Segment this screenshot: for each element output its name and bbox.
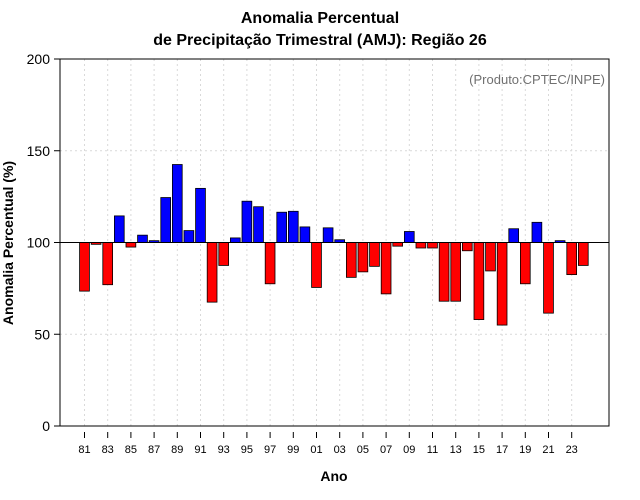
x-tick-label: 19 <box>519 444 531 456</box>
x-axis-label: Ano <box>320 468 347 484</box>
bar-2023 <box>566 242 577 276</box>
x-tick-label: 05 <box>357 444 369 456</box>
bar-1996 <box>253 206 264 243</box>
x-tick-label: 97 <box>264 444 276 456</box>
bar-1981 <box>79 242 90 292</box>
bar-2010 <box>415 242 427 249</box>
y-tick-label: 150 <box>27 143 51 159</box>
bars-layer <box>79 164 589 326</box>
bar-2024 <box>578 242 589 266</box>
bar-1985 <box>125 242 137 248</box>
bar-2015 <box>473 242 485 320</box>
bar-2021 <box>543 242 554 314</box>
x-tick-label: 07 <box>380 444 392 456</box>
bar-2013 <box>450 242 461 302</box>
bar-2014 <box>461 242 473 252</box>
bar-1999 <box>287 210 299 243</box>
bar-2012 <box>438 242 450 302</box>
x-tick-label: 23 <box>566 444 578 456</box>
chart-title: Anomalia Percentual <box>240 10 400 27</box>
x-tick-label: 03 <box>334 444 346 456</box>
axis-layer: 0 50 100 150 200 81 83 85 87 89 91 93 95 97 99 01 03 05 07… <box>27 51 610 456</box>
x-tick-label: 89 <box>171 444 183 456</box>
bar-1986 <box>137 234 148 243</box>
bar-1983 <box>102 242 114 286</box>
grid-layer <box>60 59 609 426</box>
bar-2007 <box>380 242 392 295</box>
credit-label: (Produto:CPTEC/INPE) <box>469 72 605 87</box>
bar-2001 <box>311 242 322 288</box>
bar-1994 <box>229 237 241 243</box>
bar-1993 <box>218 242 230 266</box>
bar-2005 <box>357 242 369 273</box>
bar-2016 <box>485 242 496 272</box>
x-tick-label: 99 <box>287 444 299 456</box>
y-axis-label: Anomalia Percentual (%) <box>0 161 16 325</box>
y-tick-label: 50 <box>34 326 50 342</box>
bar-1989 <box>171 164 183 243</box>
x-tick-label: 09 <box>403 444 415 456</box>
bar-2011 <box>427 242 438 249</box>
bar-1990 <box>183 230 195 243</box>
x-tick-label: 83 <box>102 444 114 456</box>
x-tick-label: 13 <box>450 444 462 456</box>
bar-1992 <box>206 242 218 303</box>
bar-2006 <box>369 242 380 267</box>
y-tick-label: 100 <box>27 235 51 251</box>
y-tick-label: 0 <box>42 418 50 434</box>
bar-1998 <box>276 211 287 243</box>
y-tick-label: 200 <box>27 51 51 67</box>
bar-1995 <box>241 200 253 243</box>
x-tick-label: 95 <box>241 444 253 456</box>
bar-2000 <box>299 226 311 243</box>
bar-2017 <box>496 242 508 326</box>
bar-2020 <box>531 221 543 243</box>
bar-2018 <box>508 228 519 243</box>
bar-1991 <box>195 187 206 243</box>
x-tick-label: 15 <box>473 444 485 456</box>
bar-2004 <box>345 242 357 278</box>
x-tick-label: 81 <box>78 444 90 456</box>
bar-1988 <box>160 197 172 243</box>
x-tick-label: 87 <box>148 444 160 456</box>
bar-1984 <box>114 215 125 243</box>
bar-2009 <box>403 231 415 243</box>
chart-subtitle: de Precipitação Trimestral (AMJ): Região… <box>153 32 487 49</box>
bar-2008 <box>392 242 403 247</box>
x-tick-label: 01 <box>310 444 322 456</box>
x-tick-label: 17 <box>496 444 508 456</box>
bar-2002 <box>322 227 334 243</box>
x-tick-label: 11 <box>427 444 438 456</box>
x-tick-label: 21 <box>542 444 554 456</box>
bar-2019 <box>520 242 531 285</box>
x-tick-label: 85 <box>125 444 137 456</box>
x-tick-label: 91 <box>194 444 206 456</box>
bar-1997 <box>264 242 276 285</box>
x-tick-label: 93 <box>218 444 230 456</box>
